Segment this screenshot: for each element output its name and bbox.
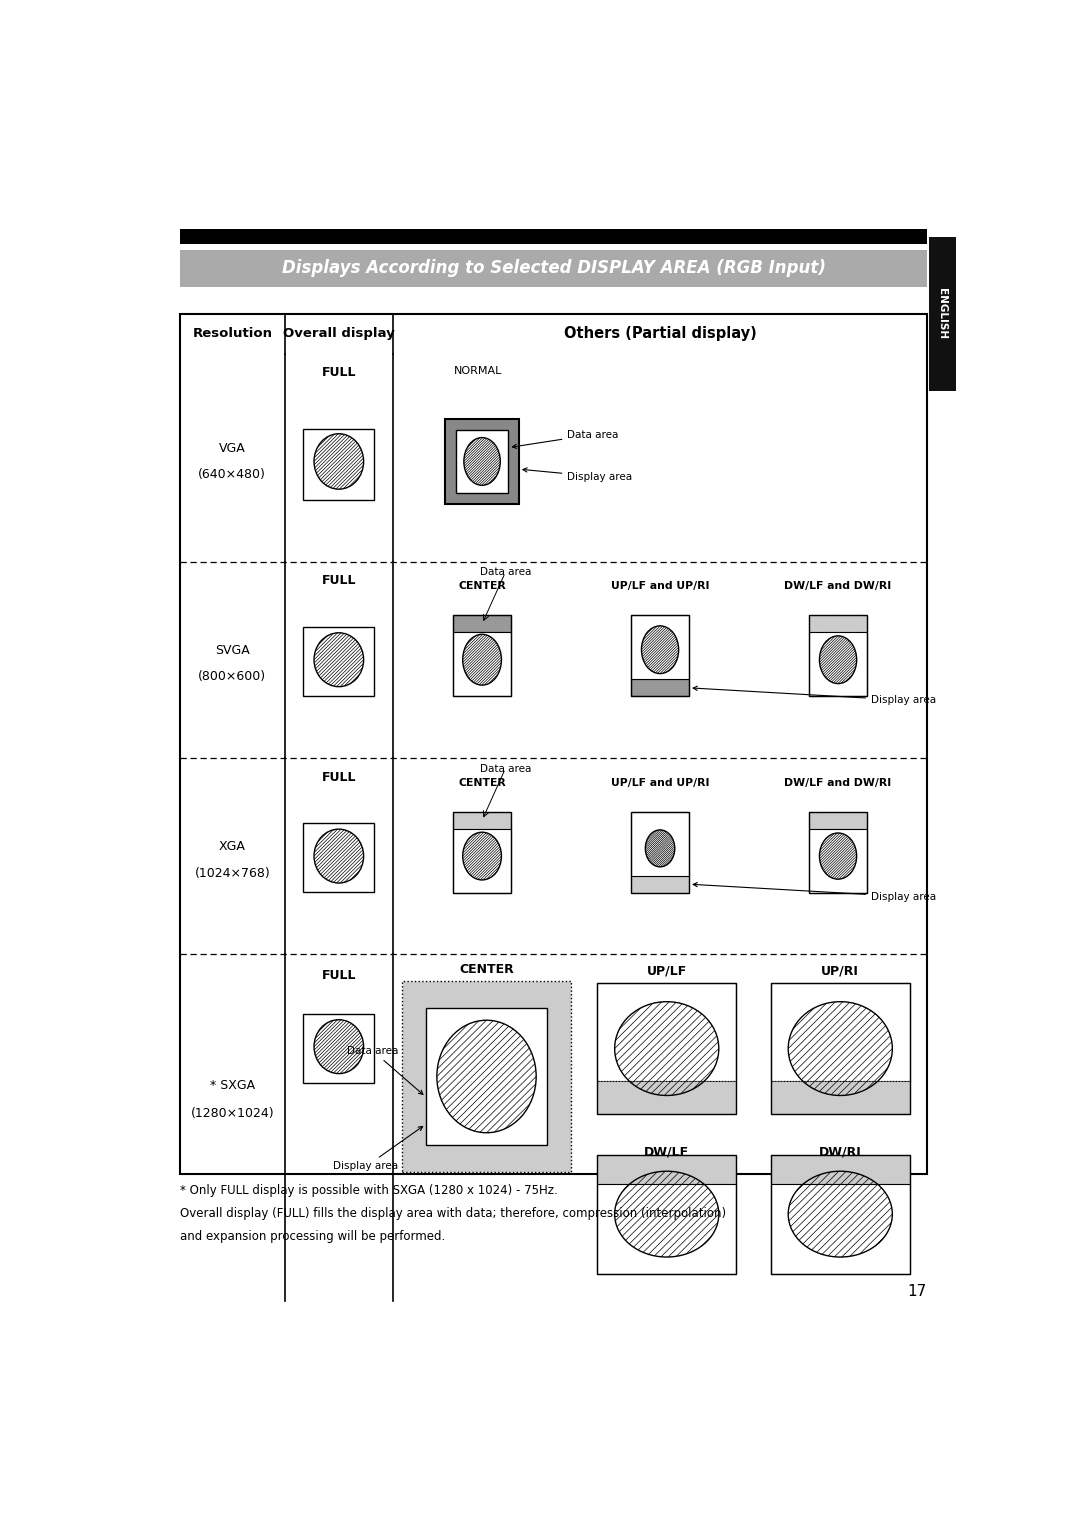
Bar [631, 616, 689, 679]
Bar [597, 1154, 737, 1274]
Text: Display area: Display area [693, 882, 936, 902]
Text: DW/LF and DW/RI: DW/LF and DW/RI [784, 778, 892, 787]
Text: NORMAL: NORMAL [454, 365, 502, 376]
Text: UP/RI: UP/RI [822, 965, 860, 977]
Bar [426, 1008, 548, 1145]
Bar [631, 812, 689, 876]
Bar [453, 616, 511, 696]
Bar [929, 237, 956, 390]
Text: Display area: Display area [523, 468, 633, 482]
Bar [303, 430, 375, 500]
Bar [180, 313, 927, 1174]
Text: UP/LF: UP/LF [647, 965, 687, 977]
Bar [809, 812, 867, 893]
Bar [597, 1154, 737, 1185]
Text: FULL: FULL [322, 575, 356, 587]
Text: ENGLISH: ENGLISH [937, 287, 947, 339]
Text: DW/LF and DW/RI: DW/LF and DW/RI [784, 581, 892, 592]
Bar [453, 812, 511, 829]
Text: Data area: Data area [480, 567, 531, 578]
Text: SVGA: SVGA [215, 644, 249, 657]
Text: (1280×1024): (1280×1024) [190, 1107, 274, 1121]
Bar [453, 829, 511, 893]
Text: CENTER: CENTER [458, 778, 505, 787]
Bar [771, 983, 909, 1113]
Bar [771, 1185, 909, 1274]
Text: Resolution: Resolution [192, 327, 272, 339]
Bar [809, 616, 867, 696]
Bar [180, 229, 927, 245]
Text: (800×600): (800×600) [199, 670, 267, 683]
Bar [597, 983, 737, 1113]
Text: UP/LF and UP/RI: UP/LF and UP/RI [611, 581, 710, 592]
Bar [456, 430, 509, 492]
Bar [631, 812, 689, 893]
Bar [597, 1185, 737, 1274]
Text: DW/LF: DW/LF [644, 1145, 689, 1159]
Text: Data area: Data area [512, 430, 619, 448]
Text: Displays According to Selected DISPLAY AREA (RGB Input): Displays According to Selected DISPLAY A… [282, 260, 825, 277]
Bar [453, 616, 511, 633]
Text: Display area: Display area [334, 1127, 422, 1171]
Text: Overall display: Overall display [283, 327, 394, 339]
Bar [771, 983, 909, 1081]
Bar [631, 616, 689, 696]
Text: FULL: FULL [322, 771, 356, 784]
Bar [180, 249, 927, 286]
Bar [453, 812, 511, 893]
Bar [597, 983, 737, 1081]
Text: Others (Partial display): Others (Partial display) [564, 326, 756, 341]
Bar [631, 679, 689, 696]
Bar [631, 876, 689, 893]
Bar [809, 812, 867, 829]
Bar [809, 633, 867, 696]
Bar [771, 1081, 909, 1113]
Bar [771, 1154, 909, 1185]
Text: Display area: Display area [693, 687, 936, 705]
Text: Overall display (FULL) fills the display area with data; therefore, compression : Overall display (FULL) fills the display… [180, 1206, 726, 1220]
Text: (640×480): (640×480) [199, 468, 266, 482]
Bar [771, 1154, 909, 1274]
Bar [403, 982, 570, 1171]
Text: Data area: Data area [480, 763, 531, 774]
Bar [809, 616, 867, 633]
Bar [303, 627, 375, 696]
Text: 17: 17 [908, 1284, 927, 1300]
Text: DW/RI: DW/RI [819, 1145, 862, 1159]
Bar [597, 1081, 737, 1113]
Bar [445, 419, 518, 503]
Text: CENTER: CENTER [458, 581, 505, 592]
Text: FULL: FULL [322, 969, 356, 982]
Text: * SXGA: * SXGA [210, 1078, 255, 1092]
Text: FULL: FULL [322, 367, 356, 379]
Text: and expansion processing will be performed.: and expansion processing will be perform… [180, 1229, 445, 1243]
Text: * Only FULL display is possible with SXGA (1280 x 1024) - 75Hz.: * Only FULL display is possible with SXG… [180, 1183, 557, 1197]
Bar [809, 829, 867, 893]
Text: VGA: VGA [219, 442, 245, 454]
Bar [453, 633, 511, 696]
Bar [303, 823, 375, 893]
Text: (1024×768): (1024×768) [194, 867, 270, 879]
Text: UP/LF and UP/RI: UP/LF and UP/RI [611, 778, 710, 787]
Text: XGA: XGA [219, 841, 246, 853]
Bar [303, 1014, 375, 1083]
Text: CENTER: CENTER [459, 963, 514, 976]
Text: Data area: Data area [347, 1046, 423, 1095]
